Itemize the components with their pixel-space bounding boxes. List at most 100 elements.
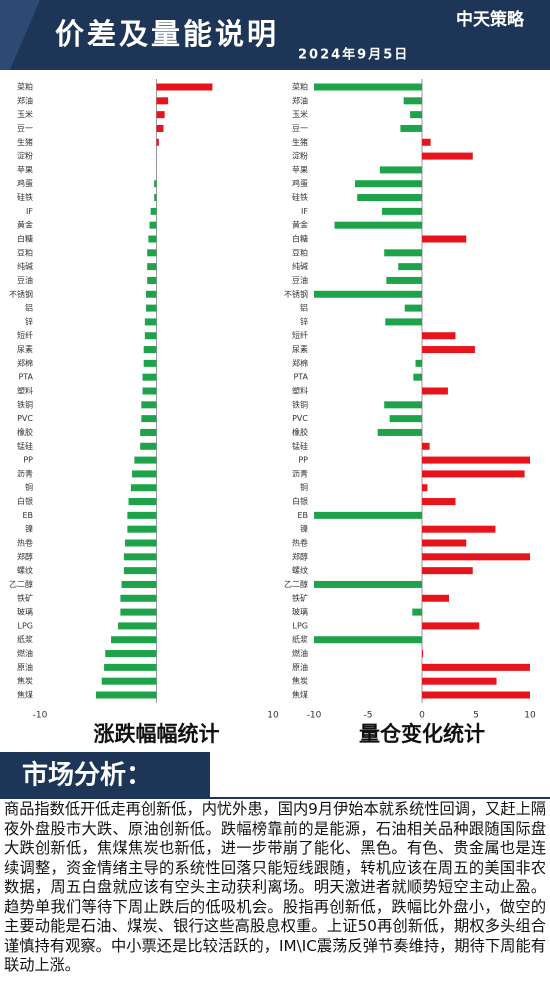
category-label: 热卷 xyxy=(17,538,33,548)
bar xyxy=(314,290,422,298)
category-label: LPG xyxy=(18,621,33,630)
category-label: PVC xyxy=(292,414,308,423)
category-label: 豆油 xyxy=(292,275,308,285)
category-label: 郑油 xyxy=(17,95,33,105)
bar xyxy=(144,318,157,326)
x-tick-label: -5 xyxy=(364,711,373,721)
category-label: 铝 xyxy=(25,303,33,313)
bar xyxy=(130,484,157,492)
bar xyxy=(422,498,456,506)
category-label: 塑料 xyxy=(292,386,308,396)
bar xyxy=(125,539,157,547)
bar xyxy=(384,249,422,257)
bar xyxy=(154,194,157,202)
x-tick-label: 5 xyxy=(473,711,479,721)
category-label: 纯碱 xyxy=(17,261,33,271)
category-label: 豆粕 xyxy=(292,247,308,257)
category-label: 塑料 xyxy=(17,386,33,396)
bar xyxy=(144,332,157,340)
bar xyxy=(105,650,157,658)
category-label: 白糖 xyxy=(17,234,33,244)
bar xyxy=(384,401,422,409)
category-label: 原油 xyxy=(292,662,308,672)
category-label: 硅铁 xyxy=(17,192,33,202)
category-label: 白糖 xyxy=(292,234,308,244)
category-label: 铁铜 xyxy=(292,399,308,409)
bar xyxy=(379,166,422,174)
bar xyxy=(128,498,157,506)
bar xyxy=(422,553,530,561)
bar xyxy=(154,180,157,188)
category-label: 豆油 xyxy=(17,275,33,285)
category-label: 鸡蛋 xyxy=(292,178,308,188)
category-label: 锰硅 xyxy=(292,441,308,451)
category-label: 苹果 xyxy=(292,164,308,174)
category-label: PP xyxy=(23,456,33,465)
category-label: 短纤 xyxy=(292,330,308,340)
category-label: 纯碱 xyxy=(292,261,308,271)
category-label: 不锈钢 xyxy=(9,289,33,299)
bar xyxy=(412,608,422,616)
bar xyxy=(156,111,165,119)
bar xyxy=(422,539,467,547)
bar xyxy=(127,525,157,533)
bar xyxy=(355,180,422,188)
bar xyxy=(422,387,448,395)
category-label: 玻璃 xyxy=(292,607,308,617)
category-label: 铁铜 xyxy=(17,399,33,409)
bar xyxy=(150,207,157,215)
category-label: 纸浆 xyxy=(292,634,308,644)
category-label: 焦炭 xyxy=(292,676,308,686)
bar xyxy=(422,484,428,492)
bar xyxy=(422,470,525,478)
bar xyxy=(314,636,422,644)
bar xyxy=(143,346,157,354)
category-label: 橡胶 xyxy=(292,427,308,437)
bar xyxy=(422,235,467,243)
category-label: 镍 xyxy=(300,524,308,534)
bar xyxy=(156,124,164,132)
bar xyxy=(142,387,157,395)
bar xyxy=(104,663,157,671)
bar xyxy=(415,359,422,367)
category-label: 铁矿 xyxy=(292,593,308,603)
bar xyxy=(422,622,480,630)
category-label: 淀粉 xyxy=(17,151,33,161)
header-stripe xyxy=(0,0,40,70)
bar xyxy=(422,442,430,450)
bar xyxy=(398,263,422,271)
bar xyxy=(148,235,157,243)
category-label: 锌 xyxy=(25,316,33,326)
bar xyxy=(389,415,422,423)
category-label: 黄金 xyxy=(292,220,308,230)
category-label: 铝 xyxy=(300,303,308,313)
category-label: IF xyxy=(26,207,33,216)
bar xyxy=(422,567,473,575)
bar xyxy=(127,511,157,519)
bar xyxy=(118,622,157,630)
category-label: 玉米 xyxy=(292,109,308,119)
bar xyxy=(410,111,422,119)
bar xyxy=(146,290,157,298)
category-label: 生猪 xyxy=(17,137,33,147)
bar xyxy=(413,373,422,381)
bar xyxy=(120,608,157,616)
category-label: 沥青 xyxy=(292,468,308,478)
category-label: 橡胶 xyxy=(17,427,33,437)
bar xyxy=(140,428,157,436)
category-label: 硅铁 xyxy=(292,192,308,202)
category-label: 黄金 xyxy=(17,220,33,230)
category-label: 乙二醇 xyxy=(9,579,33,589)
bar xyxy=(314,83,422,91)
category-label: 玉米 xyxy=(17,109,33,119)
category-label: 螺纹 xyxy=(292,565,308,575)
bar xyxy=(422,138,431,146)
x-tick-label: 10 xyxy=(267,711,279,721)
bar xyxy=(422,650,424,658)
category-label: PVC xyxy=(17,414,33,423)
category-label: 玻璃 xyxy=(17,607,33,617)
category-label: PTA xyxy=(18,373,33,382)
bar xyxy=(334,221,422,229)
analysis-heading: 市场分析： xyxy=(22,760,152,791)
category-label: 尿素 xyxy=(17,344,33,354)
